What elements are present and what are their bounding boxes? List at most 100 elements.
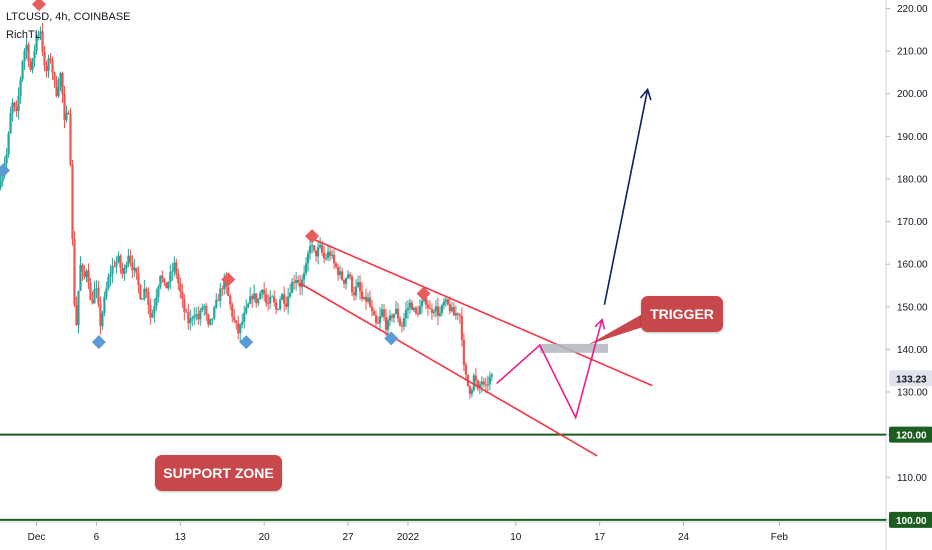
candle-body [318, 244, 322, 248]
candle-body [109, 274, 112, 277]
candle-body [394, 308, 398, 314]
candle-body [97, 288, 100, 304]
candle-body [320, 244, 324, 253]
candle-body [384, 316, 388, 330]
candle-body [346, 274, 350, 279]
time-tick-label: Dec [28, 532, 46, 543]
candle-body [360, 291, 364, 299]
candle-body [81, 264, 84, 272]
candle-body [43, 51, 46, 66]
candle-body [15, 106, 18, 112]
candle-body [378, 316, 382, 324]
candle-body [295, 280, 298, 283]
price-tick-label: 190.00 [897, 132, 928, 143]
candle-body [49, 58, 52, 61]
candle-body [273, 296, 276, 303]
candle-body [438, 313, 442, 316]
candlestick-series [0, 22, 493, 399]
candle-body [281, 294, 284, 300]
candle-body [412, 307, 416, 310]
swing-high-marker [221, 272, 236, 287]
price-tick-label: 170.00 [897, 217, 928, 228]
candle-body [305, 263, 308, 273]
candle-body [259, 292, 262, 300]
candle-body [241, 321, 244, 325]
candle-body [231, 304, 234, 317]
candle-body [163, 278, 166, 283]
time-tick-label: 20 [259, 532, 271, 543]
candle-body [358, 282, 362, 292]
time-tick-label: 10 [510, 532, 522, 543]
candle-body [480, 381, 483, 385]
candle-body [131, 262, 134, 271]
candle-body [424, 296, 428, 305]
candle-body [354, 286, 358, 296]
candle-body [111, 266, 114, 275]
candle-body [426, 304, 430, 308]
candle-body [25, 44, 28, 51]
time-tick-label: 27 [342, 532, 354, 543]
candle-body [460, 315, 463, 340]
candle-body [293, 282, 296, 284]
candle-body [191, 318, 194, 320]
price-axis[interactable]: 100.00 110.00 120.00 130.00 140.00 150.00 160.… [886, 4, 932, 528]
candle-body [245, 307, 248, 313]
candle-body [336, 267, 340, 275]
candle-body [362, 296, 366, 299]
candle-body [275, 302, 278, 310]
channel-lower-line [299, 282, 598, 457]
candle-body [446, 299, 449, 305]
candle-body [53, 72, 56, 80]
candle-body [348, 274, 352, 277]
candle-body [316, 247, 320, 257]
time-axis[interactable]: Dec 6 13 20 27 2022 10 17 24 Feb [28, 522, 789, 543]
candle-body [404, 309, 408, 319]
candle-body [113, 266, 116, 268]
candle-body [233, 316, 236, 321]
candle-body [139, 284, 142, 300]
candle-body [199, 310, 202, 320]
candle-body [207, 314, 210, 325]
support-price-label-bg [889, 426, 932, 443]
candle-body [69, 113, 72, 165]
indicator-label[interactable]: RichTL [6, 29, 41, 41]
time-tick-label: 13 [175, 532, 187, 543]
candle-body [73, 239, 76, 306]
time-tick-label: 24 [678, 532, 690, 543]
candle-body [462, 339, 465, 365]
candle-body [41, 31, 44, 52]
candle-body [442, 301, 445, 306]
candle-body [7, 133, 10, 155]
candle-body [372, 310, 376, 316]
candle-body [167, 282, 170, 289]
candle-body [338, 271, 342, 275]
candle-body [171, 271, 174, 273]
time-tick-label: 6 [94, 532, 100, 543]
candle-body [55, 79, 58, 96]
candle-body [87, 270, 90, 283]
candle-body [400, 325, 404, 327]
candle-body [474, 375, 477, 381]
candle-body [227, 287, 230, 296]
candle-body [352, 292, 356, 296]
target-arrowhead [639, 87, 652, 101]
candle-body [235, 320, 238, 324]
candle-body [177, 274, 180, 284]
candle-body [436, 306, 440, 316]
candle-body [326, 251, 330, 259]
candle-body [464, 364, 467, 375]
price-tick-label: 210.00 [897, 47, 928, 58]
candle-body [476, 380, 479, 389]
candle-body [65, 112, 68, 120]
candle-body [334, 263, 338, 268]
candle-body [374, 315, 378, 323]
candle-body [406, 307, 410, 310]
swing-low-marker [91, 335, 106, 350]
candle-body [11, 102, 14, 114]
candle-body [181, 291, 184, 299]
candle-body [121, 267, 124, 274]
candle-body [328, 251, 332, 256]
price-tick-label: 220.00 [897, 4, 928, 15]
